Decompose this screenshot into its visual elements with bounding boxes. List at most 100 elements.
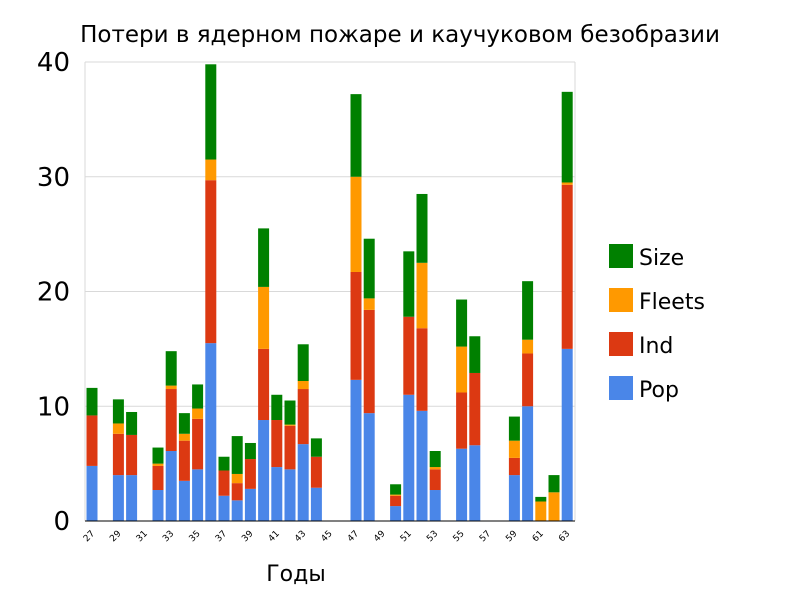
- bar-ind-53: [429, 469, 441, 491]
- x-tick-label: 39: [240, 529, 255, 544]
- bar-ind-37: [218, 470, 230, 496]
- y-tick-label: 10: [37, 392, 70, 422]
- bar-size-51: [403, 251, 415, 317]
- x-tick-label: 49: [372, 529, 387, 544]
- bar-ind-48: [363, 309, 375, 414]
- x-axis-label: Годы: [266, 562, 325, 587]
- bars: [86, 64, 573, 521]
- bar-size-50: [390, 484, 402, 495]
- bar-pop-43: [297, 444, 309, 521]
- bar-fleets-47: [350, 176, 362, 272]
- bar-ind-30: [126, 434, 138, 476]
- bar-fleets-32: [152, 463, 164, 466]
- x-tick-label: 41: [267, 529, 282, 544]
- bar-pop-53: [429, 490, 441, 521]
- bar-pop-55: [456, 448, 468, 521]
- bar-size-63: [561, 91, 573, 183]
- bar-pop-60: [522, 406, 534, 521]
- x-tick-label: 47: [346, 529, 361, 544]
- bar-ind-40: [258, 348, 270, 421]
- x-tick-label: 57: [478, 529, 493, 544]
- x-tick-label: 27: [82, 529, 97, 544]
- bar-pop-56: [469, 445, 481, 521]
- bar-size-37: [218, 456, 230, 471]
- bar-fleets-48: [363, 298, 375, 310]
- bar-pop-36: [205, 343, 217, 521]
- bar-fleets-53: [429, 467, 441, 470]
- bar-size-56: [469, 336, 481, 373]
- chart-title: Потери в ядерном пожаре и каучуковом без…: [80, 22, 720, 48]
- x-tick-label: 43: [293, 529, 308, 544]
- bar-fleets-42: [284, 424, 296, 426]
- bar-ind-27: [86, 415, 98, 466]
- x-tick-label: 37: [214, 529, 229, 544]
- bar-size-39: [244, 442, 256, 460]
- bar-fleets-38: [231, 473, 243, 484]
- bar-ind-41: [271, 420, 283, 468]
- bar-pop-27: [86, 465, 98, 521]
- bar-ind-55: [456, 392, 468, 449]
- bar-size-40: [258, 228, 270, 287]
- bar-size-44: [310, 438, 322, 457]
- bar-ind-32: [152, 465, 164, 491]
- bar-fleets-62: [548, 492, 560, 521]
- bar-pop-40: [258, 420, 270, 521]
- bar-size-62: [548, 475, 560, 493]
- legend-label-fleets: Fleets: [639, 290, 705, 315]
- x-tick-label: 61: [531, 529, 546, 544]
- bar-size-47: [350, 94, 362, 177]
- x-tick-label: 33: [161, 529, 176, 544]
- bar-ind-35: [192, 418, 204, 470]
- bar-pop-29: [112, 475, 124, 521]
- y-tick-label: 20: [37, 278, 70, 308]
- bar-pop-41: [271, 467, 283, 521]
- bar-ind-38: [231, 483, 243, 501]
- y-tick-label: 40: [37, 48, 70, 78]
- bar-ind-59: [508, 457, 520, 476]
- x-axis-ticks: 27 29 31 33 35 37 39 41 43 45 47 49 51 53 55 57 59 61 63: [82, 529, 572, 544]
- bar-size-33: [165, 351, 177, 386]
- bar-fleets-50: [390, 494, 402, 496]
- bar-ind-51: [403, 316, 415, 395]
- bar-size-30: [126, 411, 138, 435]
- x-tick-label: 51: [399, 529, 414, 544]
- bar-ind-63: [561, 184, 573, 349]
- bar-size-32: [152, 447, 164, 464]
- bar-ind-42: [284, 425, 296, 470]
- legend-swatch-pop: [609, 376, 633, 400]
- bar-fleets-34: [178, 433, 190, 441]
- bar-fleets-52: [416, 262, 428, 329]
- bar-ind-39: [244, 459, 256, 489]
- bar-fleets-35: [192, 408, 204, 419]
- legend-swatch-size: [609, 244, 633, 268]
- legend-label-pop: Pop: [639, 378, 679, 403]
- bar-fleets-55: [456, 346, 468, 393]
- bar-fleets-33: [165, 385, 177, 390]
- bar-ind-29: [112, 433, 124, 476]
- bar-ind-56: [469, 372, 481, 446]
- bar-pop-42: [284, 469, 296, 521]
- bar-size-48: [363, 238, 375, 299]
- bar-fleets-40: [258, 286, 270, 349]
- bar-size-53: [429, 451, 441, 468]
- bar-pop-33: [165, 451, 177, 521]
- bar-pop-63: [561, 348, 573, 521]
- x-tick-label: 29: [108, 529, 123, 544]
- bar-fleets-61: [535, 501, 547, 521]
- x-tick-label: 59: [504, 529, 519, 544]
- bar-fleets-43: [297, 381, 309, 390]
- y-tick-label: 0: [53, 507, 70, 537]
- bar-size-43: [297, 344, 309, 382]
- bar-size-35: [192, 384, 204, 409]
- bar-fleets-36: [205, 159, 217, 181]
- bar-pop-37: [218, 495, 230, 521]
- y-tick-label: 30: [37, 163, 70, 193]
- bar-fleets-60: [522, 339, 534, 354]
- bar-ind-47: [350, 271, 362, 380]
- x-tick-label: 31: [135, 529, 150, 544]
- legend-swatch-fleets: [609, 288, 633, 312]
- bar-size-42: [284, 400, 296, 425]
- bar-size-27: [86, 387, 98, 416]
- bar-ind-60: [522, 353, 534, 407]
